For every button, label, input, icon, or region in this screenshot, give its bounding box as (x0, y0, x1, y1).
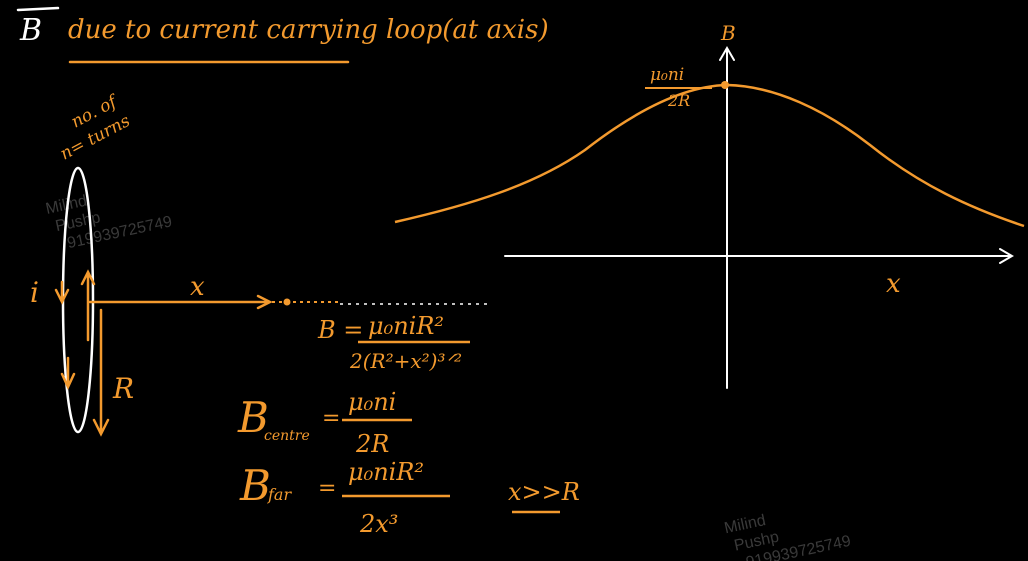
centre-field-formula: B centre = μ₀ni 2R (237, 388, 412, 458)
centre-subscript: centre (264, 428, 310, 444)
watermark-right: Milind Pushp 919939725749 (723, 512, 853, 561)
axis-formula-denominator: 2(R²+x²)³ᐟ² (349, 349, 462, 373)
far-B: B (239, 461, 271, 510)
far-field-formula: B far = μ₀niR² 2x³ x>>R (239, 458, 580, 538)
current-arrow-left-side (54, 280, 70, 305)
radius-arrow (92, 308, 110, 437)
far-denominator: 2x³ (359, 510, 398, 538)
graph-y-axis (719, 46, 735, 389)
centre-B: B (237, 393, 269, 442)
centre-denominator: 2R (355, 430, 389, 458)
graph-peak-numerator: μ₀ni (650, 65, 684, 85)
current-arrow-down (60, 356, 76, 390)
graph-x-label: x (886, 269, 901, 299)
graph-field-curve (394, 83, 1025, 228)
graph-peak-point (721, 81, 729, 89)
current-loop-diagram: no. of n= turns i x R (30, 91, 490, 437)
title-text: due to current carrying loop(at axis) (68, 15, 549, 45)
distance-label: x (190, 272, 205, 302)
graph-x-axis (504, 248, 1014, 264)
radius-label: R (112, 372, 134, 405)
centre-numerator: μ₀ni (348, 388, 396, 416)
graph-peak-denominator: 2R (667, 91, 690, 110)
axis-formula-numerator: μ₀niR² (368, 312, 444, 340)
title: B due to current carrying loop(at axis) (16, 6, 549, 64)
far-numerator: μ₀niR² (348, 458, 424, 486)
axis-point (283, 298, 291, 306)
axis-line (88, 294, 273, 310)
current-arrow-up (80, 269, 96, 342)
far-subscript: far (267, 485, 292, 504)
far-equals: = (318, 476, 336, 501)
axis-formula-lhs: B = (317, 316, 363, 344)
far-condition: x>>R (508, 478, 580, 506)
vector-bar-mark (16, 6, 60, 12)
graph-y-label: B (720, 21, 736, 45)
centre-equals: = (322, 406, 340, 431)
current-label: i (30, 276, 39, 309)
title-vector-symbol: B (19, 13, 42, 48)
axis-field-formula: B = μ₀niR² 2(R²+x²)³ᐟ² (317, 312, 470, 373)
field-vs-distance-graph: B x μ₀ni 2R (394, 21, 1025, 389)
